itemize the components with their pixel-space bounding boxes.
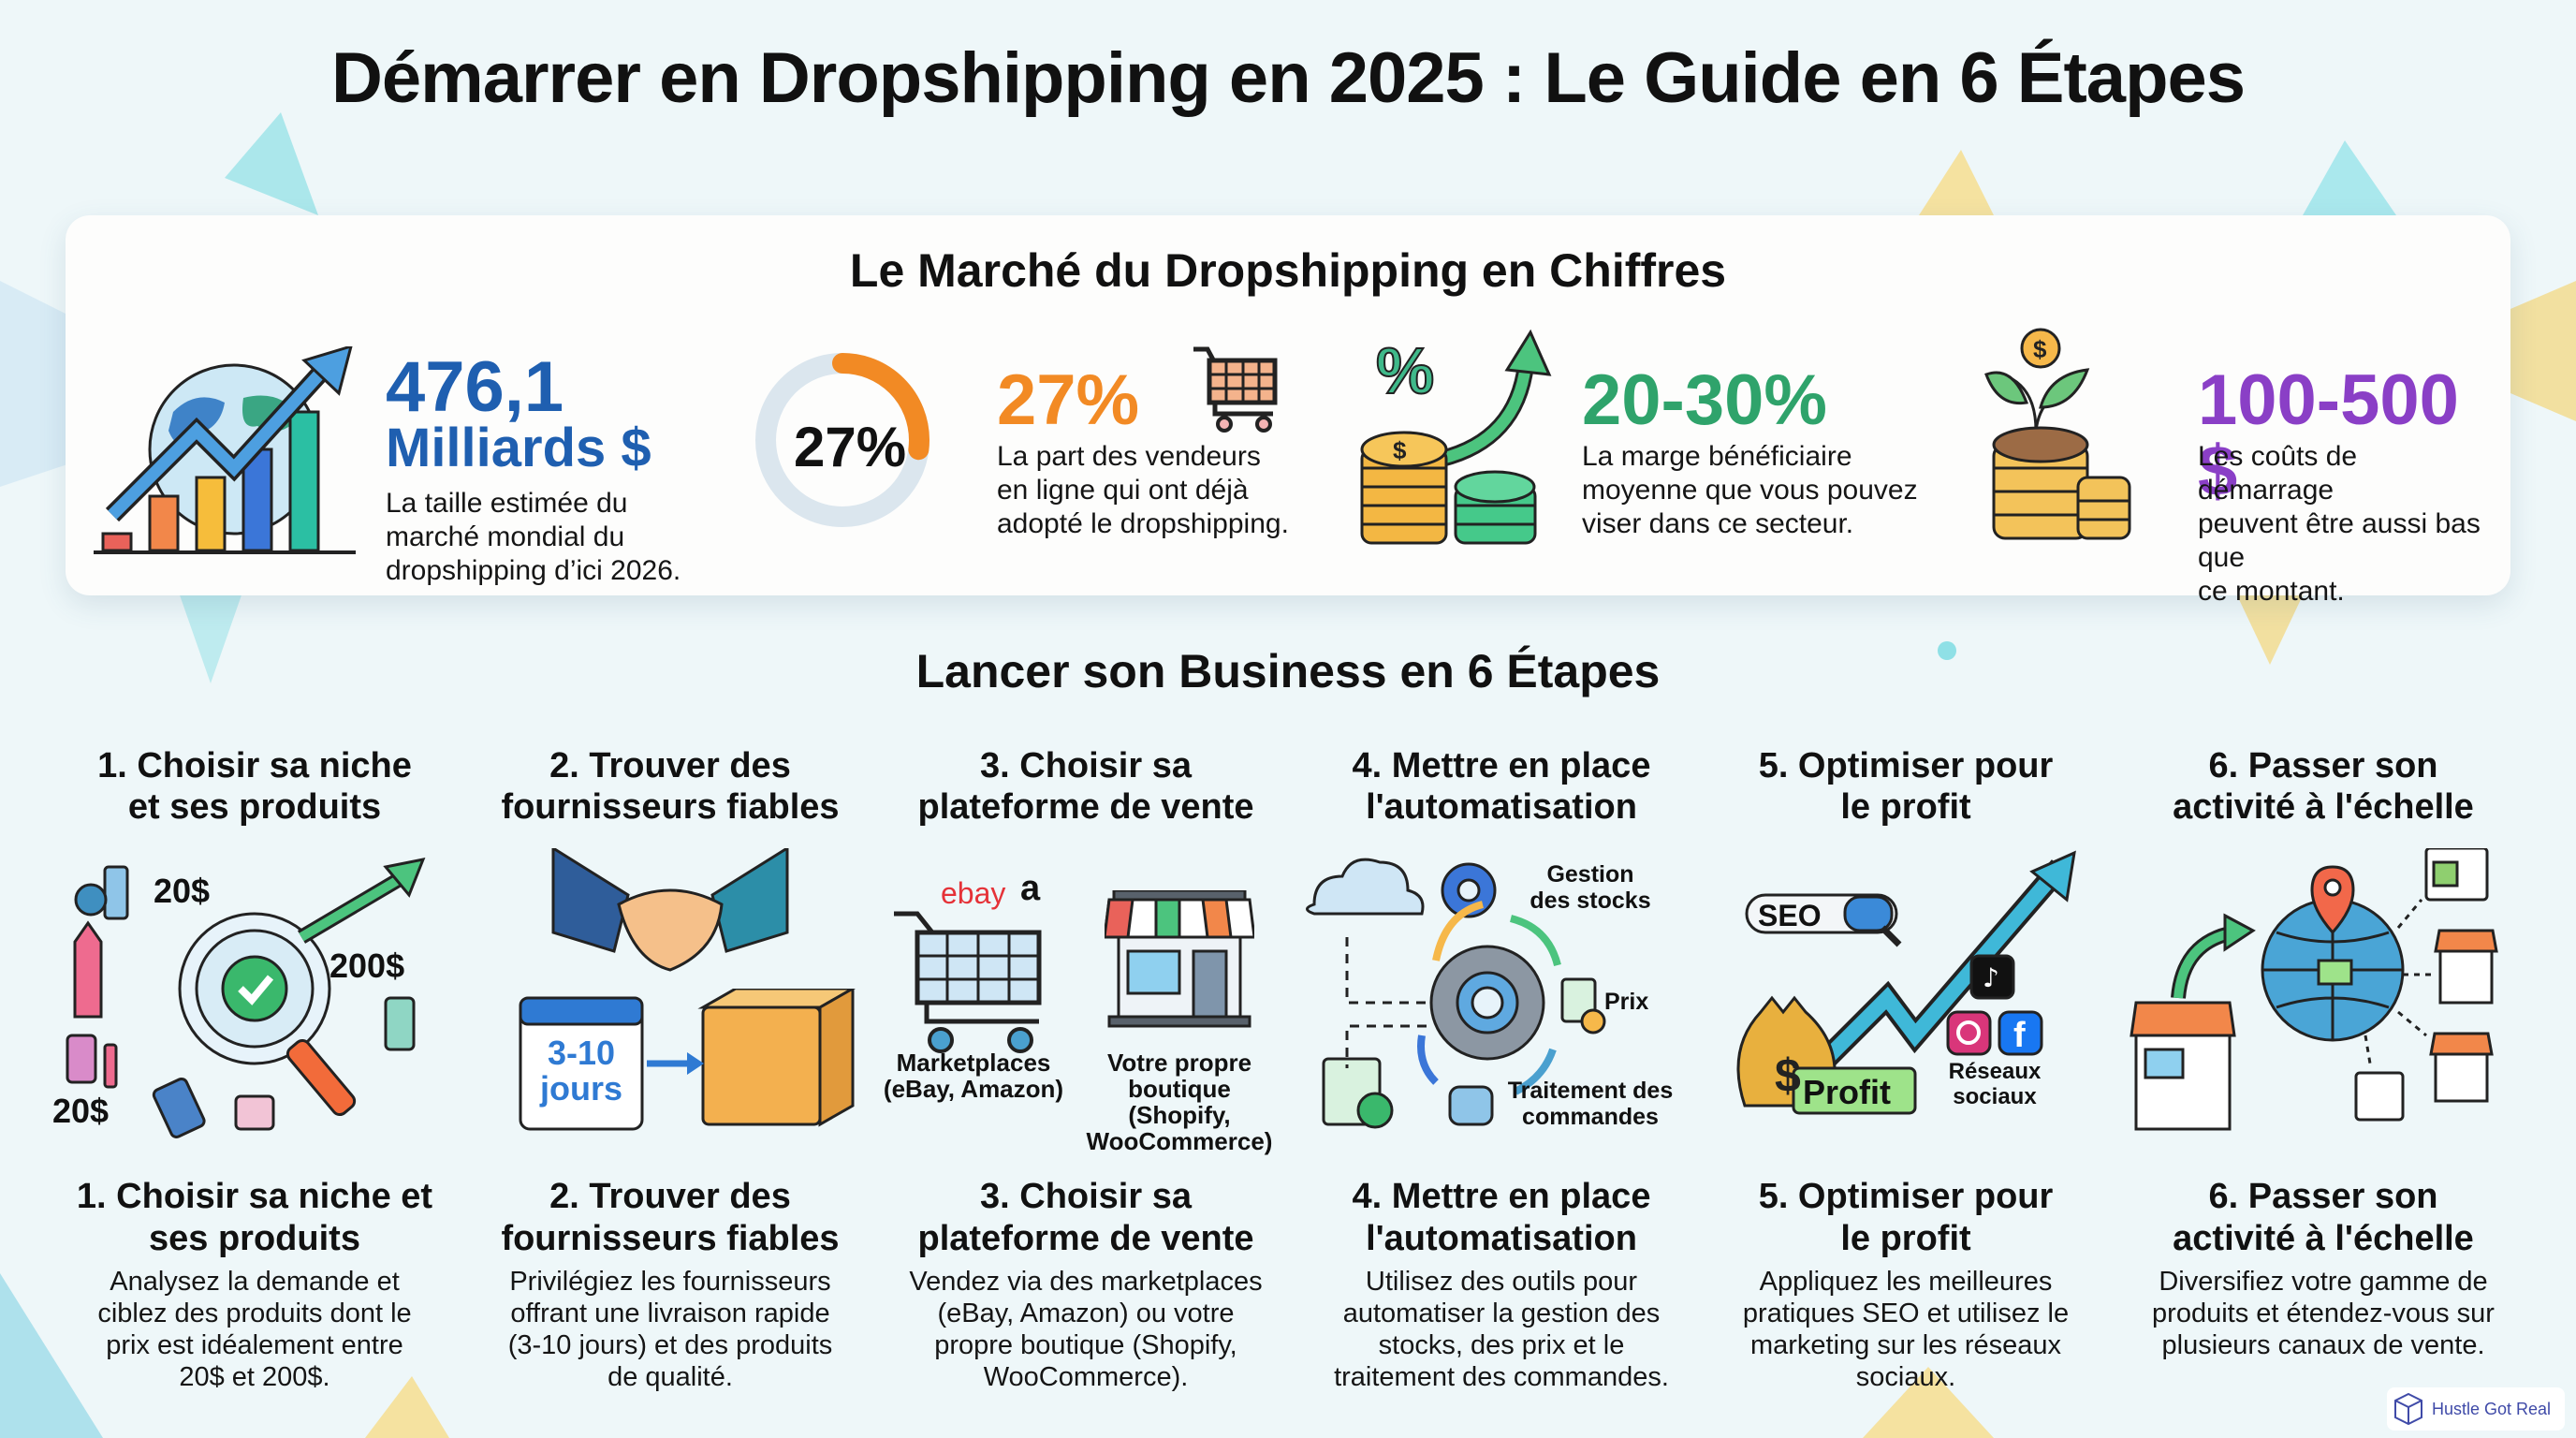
stat-value: 100-500 $ — [2198, 360, 2459, 511]
donut-label: 27% — [794, 416, 907, 478]
stat-description: La part des vendeurs en ligne qui ont dé… — [997, 441, 1289, 539]
step-title: 4. Mettre en place l'automatisation — [1352, 1177, 1651, 1258]
own-shop-label: Votre propre boutique (Shopify, WooComme… — [1086, 1049, 1273, 1155]
stats-title: Le Marché du Dropshipping en Chiffres — [849, 244, 1727, 297]
step-2-suppliers: 2. Trouver des fournisseurs fiables 3-10 — [464, 745, 876, 1393]
coins-percent-growth-icon: % $ — [1360, 329, 1552, 545]
svg-text:♪: ♪ — [1983, 962, 1999, 993]
step-description: Vendez via des marketplaces (eBay, Amazo… — [909, 1267, 1263, 1392]
step-heading: 5. Optimiser pour le profit — [1758, 746, 2054, 827]
svg-text:$: $ — [2033, 335, 2047, 363]
profit-growth-icon: $ ♪ f — [1736, 850, 2076, 1115]
stat-value-line2: Milliards $ — [386, 418, 651, 478]
step-title: 5. Optimiser pour le profit — [1758, 1177, 2054, 1258]
step-description: Diversifiez votre gamme de produits et é… — [2152, 1267, 2495, 1360]
step-description: Appliquez les meilleures pratiques SEO e… — [1742, 1267, 2070, 1392]
stat-description: Les coûts de démarrage peuvent être auss… — [2198, 441, 2481, 607]
shopping-cart-icon — [1193, 346, 1278, 433]
step-title: 3. Choisir sa plateforme de vente — [917, 1177, 1254, 1258]
stat-startup-cost: $ 100-500 $ Les coûts de démarrage peuve… — [1966, 309, 2499, 607]
step-illustration: Gestion des stocks Prix Traitement des c… — [1295, 848, 1707, 1138]
step-title: 6. Passer son activité à l'échelle — [2173, 1177, 2474, 1258]
step-heading: 2. Trouver des fournisseurs fiables — [501, 746, 840, 827]
step-illustration — [2117, 848, 2529, 1138]
step-title: 2. Trouver des fournisseurs fiables — [501, 1177, 840, 1258]
step-heading: 6. Passer son activité à l'échelle — [2173, 746, 2474, 827]
social-networks-label: Réseaux sociaux — [1948, 1059, 2042, 1109]
globe-growth-chart-icon — [94, 346, 356, 554]
stock-management-label: Gestion des stocks — [1530, 861, 1651, 914]
watermark-badge: Hustle Got Real — [2387, 1387, 2565, 1431]
step-heading: 1. Choisir sa niche et ses produits — [97, 746, 412, 827]
step-5-optimize: 5. Optimiser pour le profit $ ♪ f — [1700, 745, 2112, 1393]
automation-gears-icon — [1306, 858, 1606, 1129]
step-heading: 4. Mettre en place l'automatisation — [1352, 746, 1651, 827]
step-title: 1. Choisir sa niche et ses produits — [76, 1177, 433, 1258]
svg-text:f: f — [2013, 1016, 2026, 1055]
step-4-automation: 4. Mettre en place l'automatisation — [1295, 745, 1707, 1393]
steps-section-title: Lancer son Business en 6 Étapes — [915, 645, 1661, 697]
profit-label: Profit — [1803, 1073, 1891, 1111]
page-title: Démarrer en Dropshipping en 2025 : Le Gu… — [330, 38, 2246, 118]
global-expansion-icon — [2130, 848, 2498, 1131]
step-illustration: $ ♪ f SEO Profit Réseaux sociaux — [1700, 848, 2112, 1138]
step-illustration: 20$ 200$ 20$ — [49, 848, 461, 1138]
price-label: 20$ — [154, 872, 211, 910]
delivery-days-label: 3-10 jours — [539, 1034, 622, 1108]
amazon-logo: a — [1020, 869, 1041, 908]
money-plant-icon: $ — [1984, 328, 2131, 540]
stat-value: 27% — [997, 360, 1140, 440]
svg-text:$: $ — [1775, 1049, 1801, 1102]
stat-description: La taille estimée du marché mondial du d… — [386, 488, 681, 586]
market-stats-card: Le Marché du Dropshipping en Chiffres 47… — [66, 215, 2510, 607]
price-label: 20$ — [52, 1092, 110, 1130]
magnifier-products-icon — [66, 857, 426, 1138]
step-3-platform: 3. Choisir sa plateforme de vente ebay a — [880, 745, 1292, 1393]
svg-text:$: $ — [1393, 436, 1407, 464]
storefront-icon — [1105, 890, 1254, 1028]
step-illustration: ebay a — [880, 848, 1292, 1154]
price-label: 200$ — [329, 946, 405, 985]
step-1-niche: 1. Choisir sa niche et ses produits — [49, 745, 461, 1393]
marketplaces-label: Marketplaces (eBay, Amazon) — [883, 1049, 1064, 1103]
stat-value: 20-30% — [1582, 360, 1827, 440]
svg-text:%: % — [1376, 334, 1434, 407]
watermark-label: Hustle Got Real — [2432, 1399, 2552, 1418]
calendar-delivery-icon — [519, 989, 856, 1131]
step-description: Privilégiez les fournisseurs offrant une… — [507, 1267, 833, 1392]
price-label: Prix — [1604, 989, 1649, 1015]
seo-label: SEO — [1758, 899, 1822, 932]
step-heading: 3. Choisir sa plateforme de vente — [917, 746, 1254, 827]
ebay-logo: ebay — [941, 876, 1006, 910]
step-description: Analysez la demande et ciblez des produi… — [97, 1267, 412, 1392]
step-6-scale: 6. Passer son activité à l'échelle — [2117, 745, 2529, 1361]
step-illustration: 3-10 jours — [464, 848, 876, 1138]
order-processing-label: Traitement des commandes — [1507, 1078, 1674, 1130]
shopping-cart-icon — [894, 911, 1042, 1053]
stat-profit-margin: % $ 20-30% La marge bénéficiaire moyenne… — [1357, 309, 1956, 580]
cube-logo-icon — [2394, 1392, 2422, 1426]
step-description: Utilisez des outils pour automatiser la … — [1334, 1267, 1669, 1392]
stat-market-size: 476,1 Milliards $ La taille estimée du m… — [94, 309, 749, 586]
stat-adoption: 27% 27% La part des vendeurs en ligne qu… — [749, 309, 1385, 580]
stat-value-line1: 476,1 — [386, 347, 564, 427]
stat-description: La marge bénéficiaire moyenne que vous p… — [1582, 441, 1918, 539]
donut-chart-27-percent — [755, 353, 929, 527]
handshake-icon — [551, 848, 789, 972]
